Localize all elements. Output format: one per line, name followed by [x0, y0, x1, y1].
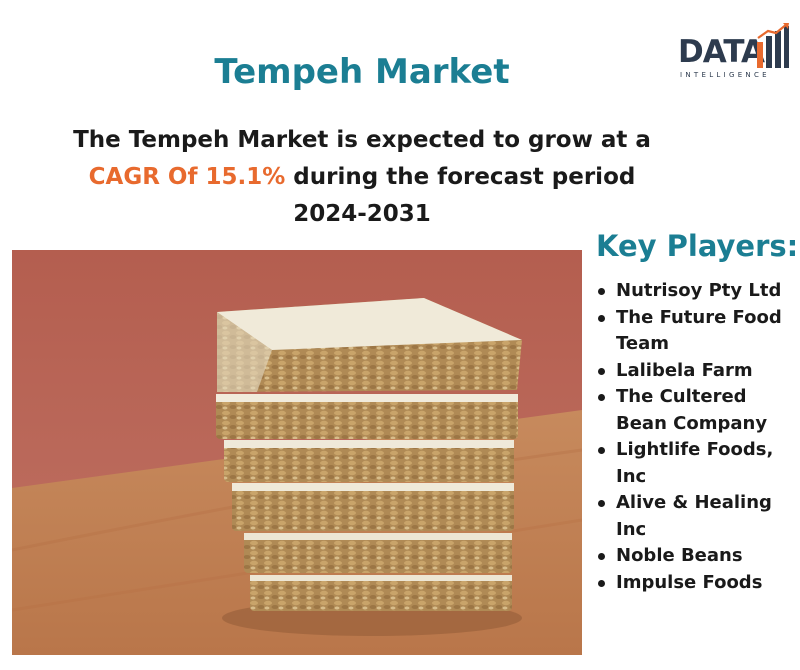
key-players-heading: Key Players: — [596, 229, 799, 263]
headline-text-3: 2024-2031 — [293, 201, 431, 227]
list-item: Lightlife Foods, Inc — [596, 437, 796, 490]
list-item: Alive & Healing Inc — [596, 490, 796, 543]
logo-subtitle: INTELLIGENCE — [680, 71, 770, 79]
list-item: The Cultered Bean Company — [596, 384, 796, 437]
list-item: Impulse Foods — [596, 570, 796, 597]
list-item: The Future Food Team — [596, 305, 796, 358]
tempeh-stack-photo — [12, 250, 582, 655]
tempeh-slab — [216, 394, 518, 439]
cagr-highlight: CAGR Of 15.1% — [88, 164, 286, 190]
tempeh-slab — [250, 575, 512, 611]
headline: The Tempeh Market is expected to grow at… — [60, 122, 664, 233]
page-title: Tempeh Market — [214, 52, 510, 92]
data-intelligence-logo: DATA INTELLIGENCE — [674, 20, 792, 82]
tempeh-slab — [224, 440, 514, 482]
tempeh-slab — [217, 298, 522, 392]
tempeh-slab — [244, 533, 512, 573]
tempeh-slab — [232, 483, 514, 531]
key-players-list: Nutrisoy Pty Ltd The Future Food Team La… — [596, 278, 796, 596]
bar-chart-icon — [757, 23, 789, 68]
list-item: Noble Beans — [596, 543, 796, 570]
logo-wordmark: DATA — [678, 34, 765, 70]
headline-text-2: during the forecast period — [293, 164, 636, 190]
list-item: Nutrisoy Pty Ltd — [596, 278, 796, 305]
list-item: Lalibela Farm — [596, 358, 796, 385]
headline-text-1: The Tempeh Market is expected to grow at… — [73, 127, 651, 153]
